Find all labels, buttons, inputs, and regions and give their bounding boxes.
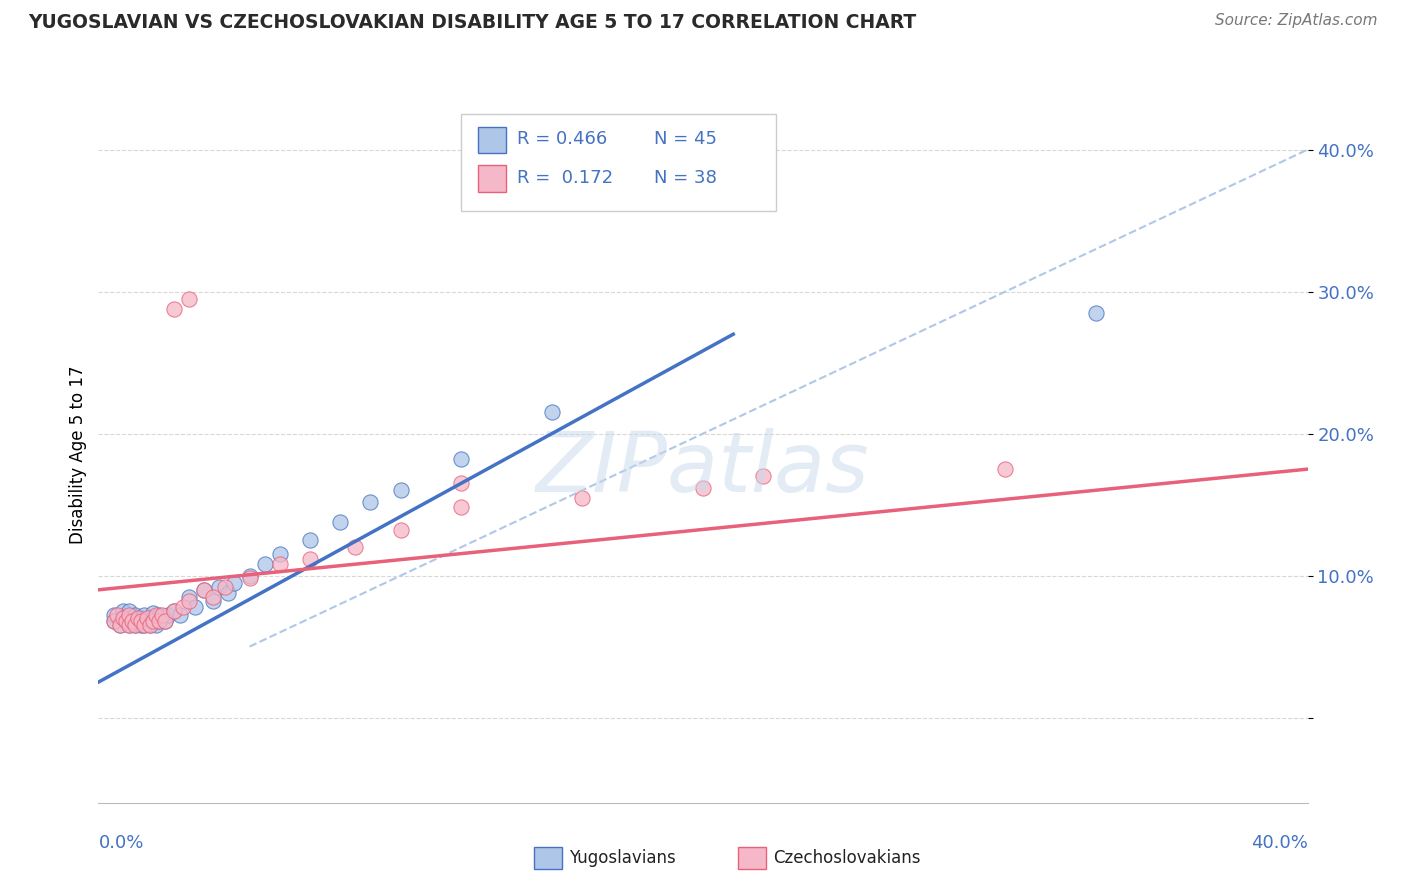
Text: 40.0%: 40.0% [1251, 834, 1308, 852]
Point [177, 590, 201, 604]
Point [135, 611, 157, 625]
Point [202, 590, 225, 604]
Point [129, 614, 152, 628]
Text: Source: ZipAtlas.com: Source: ZipAtlas.com [1215, 13, 1378, 29]
Point [105, 608, 128, 623]
Point [224, 575, 246, 590]
Point [111, 611, 134, 625]
Point [752, 469, 775, 483]
Point [692, 481, 714, 495]
Point [239, 571, 262, 585]
Point [193, 582, 215, 597]
Text: R = 0.466: R = 0.466 [517, 130, 607, 148]
Point [389, 483, 412, 498]
Point [118, 618, 141, 632]
Point [124, 618, 146, 632]
Point [299, 551, 322, 566]
Point [253, 558, 276, 572]
Point [145, 608, 167, 623]
Point [450, 476, 472, 491]
Point [108, 618, 131, 632]
Point [217, 585, 239, 599]
Text: 0.0%: 0.0% [98, 834, 143, 852]
Point [135, 614, 157, 628]
Point [139, 618, 162, 632]
Point [299, 533, 322, 548]
Point [124, 618, 146, 632]
Point [450, 452, 472, 467]
Text: Czechoslovakians: Czechoslovakians [773, 849, 921, 867]
Point [127, 611, 149, 625]
Point [150, 608, 173, 623]
Point [994, 462, 1017, 476]
Text: Yugoslavians: Yugoslavians [569, 849, 676, 867]
Point [450, 500, 472, 515]
Y-axis label: Disability Age 5 to 17: Disability Age 5 to 17 [69, 366, 87, 544]
Point [360, 495, 382, 509]
Point [214, 580, 236, 594]
Point [114, 614, 136, 628]
Point [148, 614, 170, 628]
Text: R =  0.172: R = 0.172 [517, 169, 613, 187]
Text: N = 45: N = 45 [654, 130, 717, 148]
Point [571, 491, 593, 505]
Point [269, 558, 291, 572]
Point [239, 568, 262, 582]
Point [172, 599, 194, 614]
Point [153, 614, 176, 628]
Text: N = 38: N = 38 [654, 169, 717, 187]
Point [202, 594, 225, 608]
Point [129, 611, 152, 625]
Point [103, 608, 125, 623]
Point [127, 614, 149, 628]
Point [540, 405, 562, 419]
Point [1085, 306, 1108, 320]
Point [153, 614, 176, 628]
Point [111, 604, 134, 618]
Point [142, 606, 165, 620]
Text: YUGOSLAVIAN VS CZECHOSLOVAKIAN DISABILITY AGE 5 TO 17 CORRELATION CHART: YUGOSLAVIAN VS CZECHOSLOVAKIAN DISABILIT… [28, 13, 917, 32]
Point [132, 608, 155, 623]
Point [111, 611, 134, 625]
Point [148, 614, 170, 628]
Point [163, 301, 186, 316]
Point [118, 604, 141, 618]
Point [132, 618, 155, 632]
Point [118, 611, 141, 625]
Point [148, 608, 170, 623]
Point [124, 608, 146, 623]
Point [208, 580, 231, 594]
Point [114, 614, 136, 628]
Point [329, 515, 352, 529]
Point [108, 618, 131, 632]
Point [177, 594, 201, 608]
Point [118, 608, 141, 623]
Point [118, 618, 141, 632]
Point [121, 614, 143, 628]
Point [129, 618, 152, 632]
Point [184, 599, 207, 614]
Point [142, 614, 165, 628]
Point [193, 582, 215, 597]
Point [163, 604, 186, 618]
Point [177, 292, 201, 306]
Point [169, 608, 191, 623]
Point [344, 540, 367, 554]
Point [142, 614, 165, 628]
Point [156, 608, 179, 623]
Point [132, 618, 155, 632]
Point [103, 614, 125, 628]
Text: ZIPatlas: ZIPatlas [536, 428, 870, 509]
Point [269, 547, 291, 561]
Point [103, 614, 125, 628]
Point [389, 523, 412, 537]
Point [150, 611, 173, 625]
Point [163, 604, 186, 618]
Point [145, 618, 167, 632]
Point [139, 618, 162, 632]
